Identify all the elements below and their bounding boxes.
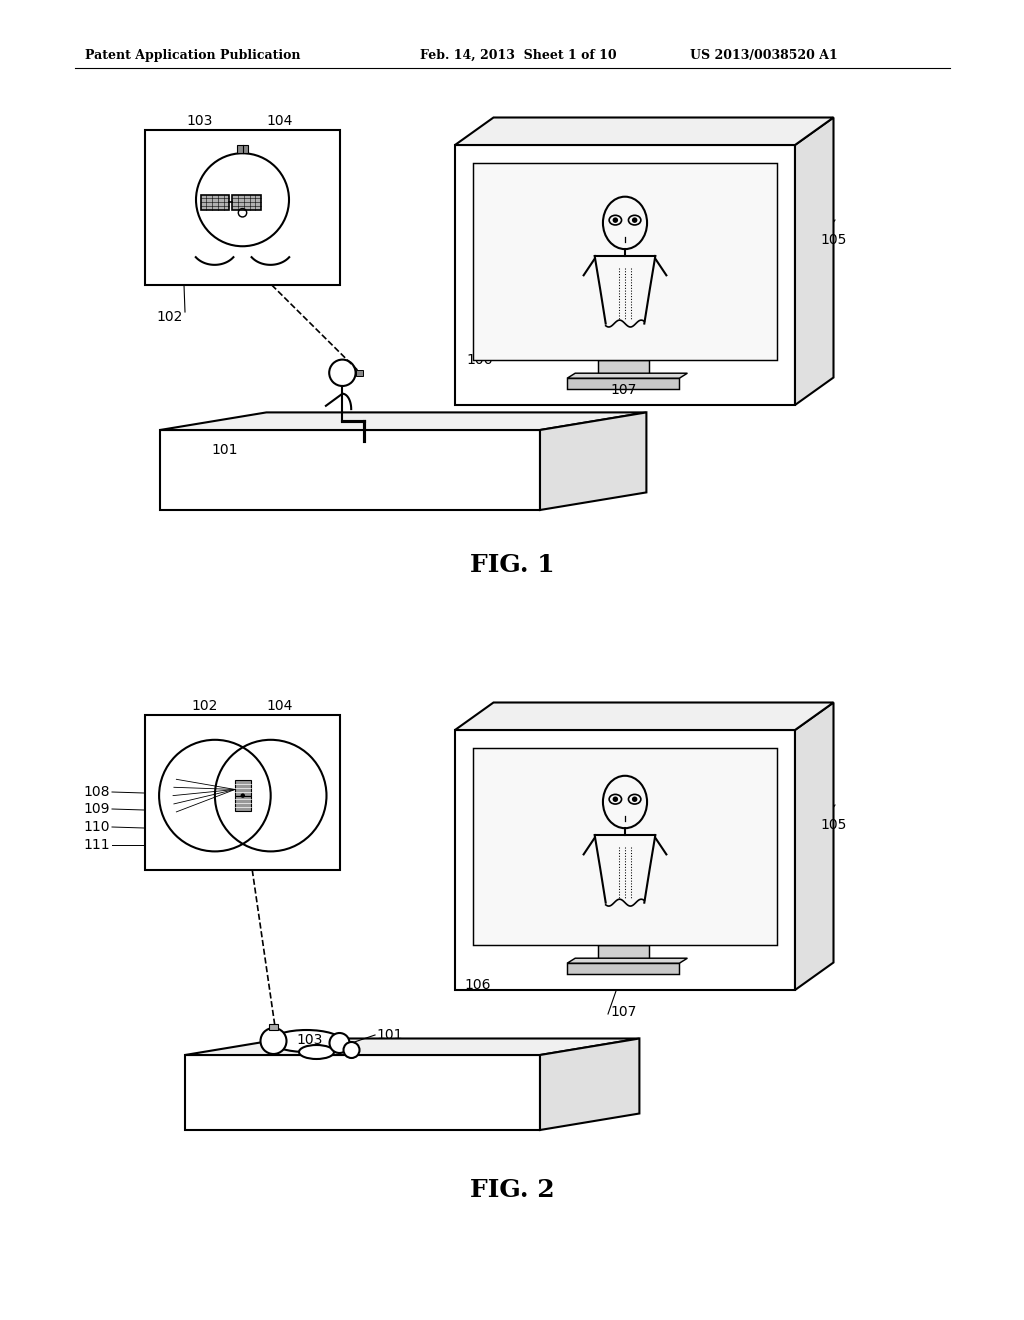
- Circle shape: [632, 796, 637, 803]
- Circle shape: [260, 1028, 287, 1053]
- Circle shape: [330, 1034, 349, 1053]
- Polygon shape: [185, 1039, 639, 1055]
- Bar: [567, 964, 679, 974]
- Text: 105: 105: [820, 234, 847, 247]
- Polygon shape: [455, 702, 834, 730]
- Polygon shape: [540, 412, 646, 510]
- Text: 110: 110: [84, 820, 110, 834]
- Text: 102: 102: [191, 700, 218, 713]
- Text: 101: 101: [377, 1028, 403, 1041]
- Polygon shape: [540, 1039, 639, 1130]
- Polygon shape: [160, 412, 646, 430]
- Ellipse shape: [299, 1045, 334, 1059]
- Text: Feb. 14, 2013  Sheet 1 of 10: Feb. 14, 2013 Sheet 1 of 10: [420, 49, 616, 62]
- Bar: [598, 945, 649, 964]
- Circle shape: [632, 218, 637, 223]
- Polygon shape: [795, 117, 834, 405]
- Bar: [567, 379, 679, 388]
- Polygon shape: [567, 374, 687, 379]
- Bar: [237, 145, 248, 153]
- Text: Patent Application Publication: Patent Application Publication: [85, 49, 300, 62]
- Text: 102: 102: [157, 310, 183, 323]
- Bar: [355, 370, 364, 376]
- Circle shape: [241, 793, 245, 797]
- Polygon shape: [473, 748, 777, 945]
- Polygon shape: [795, 702, 834, 990]
- Text: 103: 103: [186, 114, 213, 128]
- Bar: [269, 1024, 278, 1030]
- Ellipse shape: [271, 1030, 341, 1052]
- Circle shape: [343, 1041, 359, 1059]
- Bar: [232, 194, 261, 210]
- Polygon shape: [185, 1055, 540, 1130]
- Polygon shape: [160, 430, 540, 510]
- Text: 106: 106: [465, 978, 492, 993]
- Polygon shape: [473, 162, 777, 360]
- Text: 104: 104: [267, 114, 293, 128]
- Text: 104: 104: [267, 700, 293, 713]
- Text: FIG. 1: FIG. 1: [470, 553, 554, 577]
- Text: 107: 107: [610, 1005, 636, 1019]
- Text: 108: 108: [84, 785, 110, 799]
- Bar: [598, 360, 649, 379]
- Text: 111: 111: [83, 838, 110, 851]
- Bar: [201, 194, 229, 210]
- Polygon shape: [455, 145, 795, 405]
- Bar: [234, 796, 251, 810]
- Text: 103: 103: [297, 1034, 324, 1047]
- Text: 105: 105: [820, 818, 847, 832]
- Bar: [145, 715, 340, 870]
- Bar: [145, 129, 340, 285]
- Circle shape: [612, 796, 618, 803]
- Text: US 2013/0038520 A1: US 2013/0038520 A1: [690, 49, 838, 62]
- Text: 107: 107: [610, 383, 636, 397]
- Text: 101: 101: [212, 444, 239, 457]
- Text: 109: 109: [84, 803, 110, 816]
- Text: 106: 106: [467, 352, 494, 367]
- Polygon shape: [455, 117, 834, 145]
- Circle shape: [612, 218, 618, 223]
- Polygon shape: [455, 730, 795, 990]
- Polygon shape: [567, 958, 687, 964]
- Bar: [234, 780, 251, 796]
- Text: FIG. 2: FIG. 2: [470, 1177, 554, 1203]
